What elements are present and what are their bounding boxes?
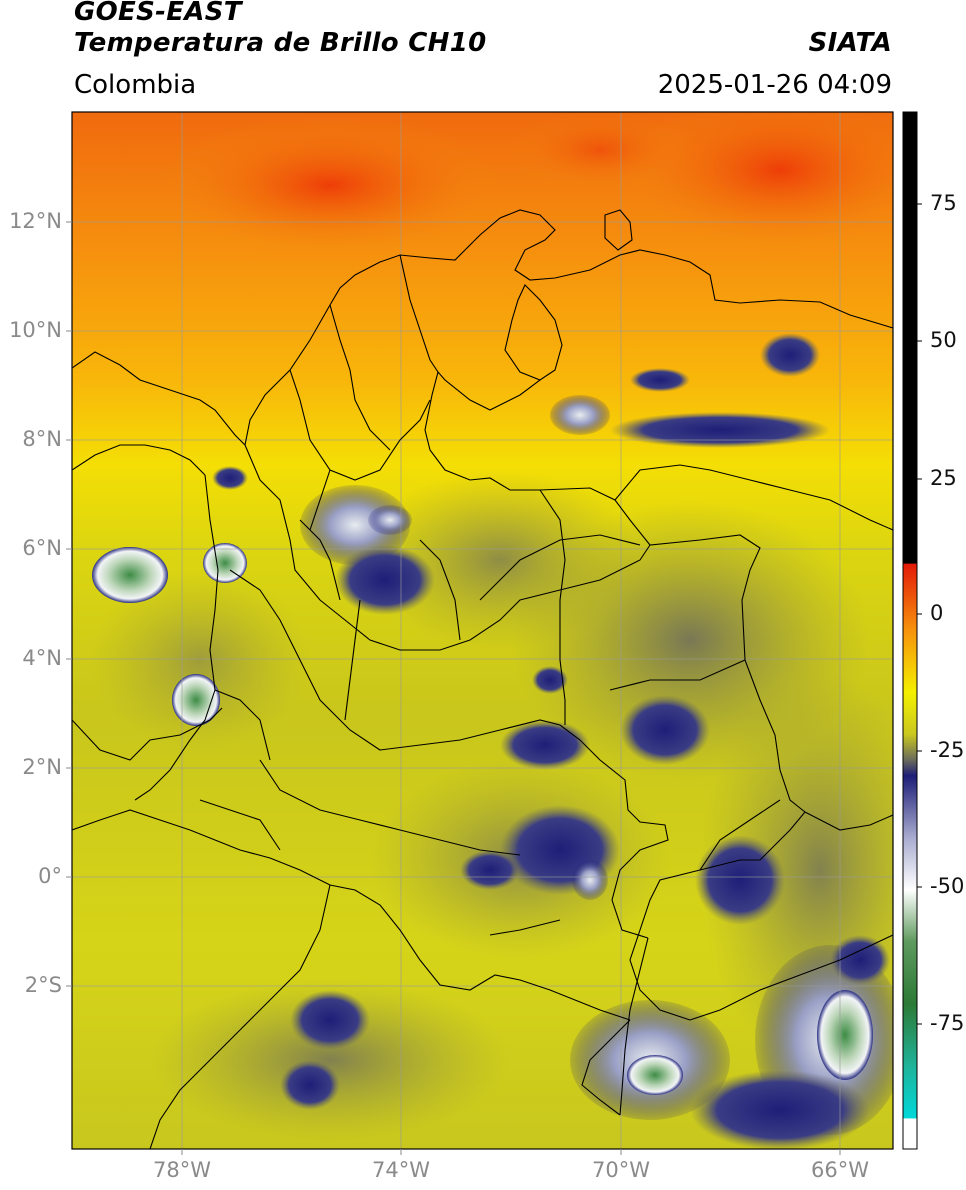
lon-tick-70W: 70°W xyxy=(592,1158,650,1182)
lat-tick-12N: 12°N xyxy=(9,209,62,233)
lat-tick-6N: 6°N xyxy=(22,536,62,560)
colorbar-ticks xyxy=(917,203,922,1025)
colorbar-tick-25: 25 xyxy=(930,466,957,490)
colorbar-tick-0: 0 xyxy=(930,601,944,625)
lat-tick-4N: 4°N xyxy=(22,646,62,670)
colorbar-tick-50: 50 xyxy=(930,328,957,352)
political-boundaries xyxy=(72,209,893,1149)
gridlines xyxy=(72,112,893,1149)
colorbar-tick-75: 75 xyxy=(930,191,957,215)
agency-label: SIATA xyxy=(808,28,892,58)
lon-tick-66W: 66°W xyxy=(811,1158,869,1182)
lat-tick-10N: 10°N xyxy=(9,318,62,342)
lat-tick-0: 0° xyxy=(38,864,62,888)
lat-tick-2S: 2°S xyxy=(24,973,62,997)
lon-tick-74W: 74°W xyxy=(372,1158,430,1182)
lat-tick-2N: 2°N xyxy=(22,755,62,779)
brightness-temperature-field xyxy=(72,112,893,1149)
lat-tick-8N: 8°N xyxy=(22,427,62,451)
product-title: Temperatura de Brillo CH10 xyxy=(74,28,487,58)
lon-tick-78W: 78°W xyxy=(153,1158,211,1182)
region-label: Colombia xyxy=(74,70,197,100)
datetime-label: 2025-01-26 04:09 xyxy=(657,70,892,100)
colorbar-tick-minus50: -50 xyxy=(930,874,965,898)
colorbar-tick-minus25: -25 xyxy=(930,738,965,762)
colorbar-tick-minus75: -75 xyxy=(930,1011,965,1035)
satellite-title: GOES-EAST xyxy=(74,0,242,27)
colorbar xyxy=(902,111,918,1150)
axis-ticks xyxy=(66,221,841,1155)
map-frame xyxy=(71,111,894,1150)
